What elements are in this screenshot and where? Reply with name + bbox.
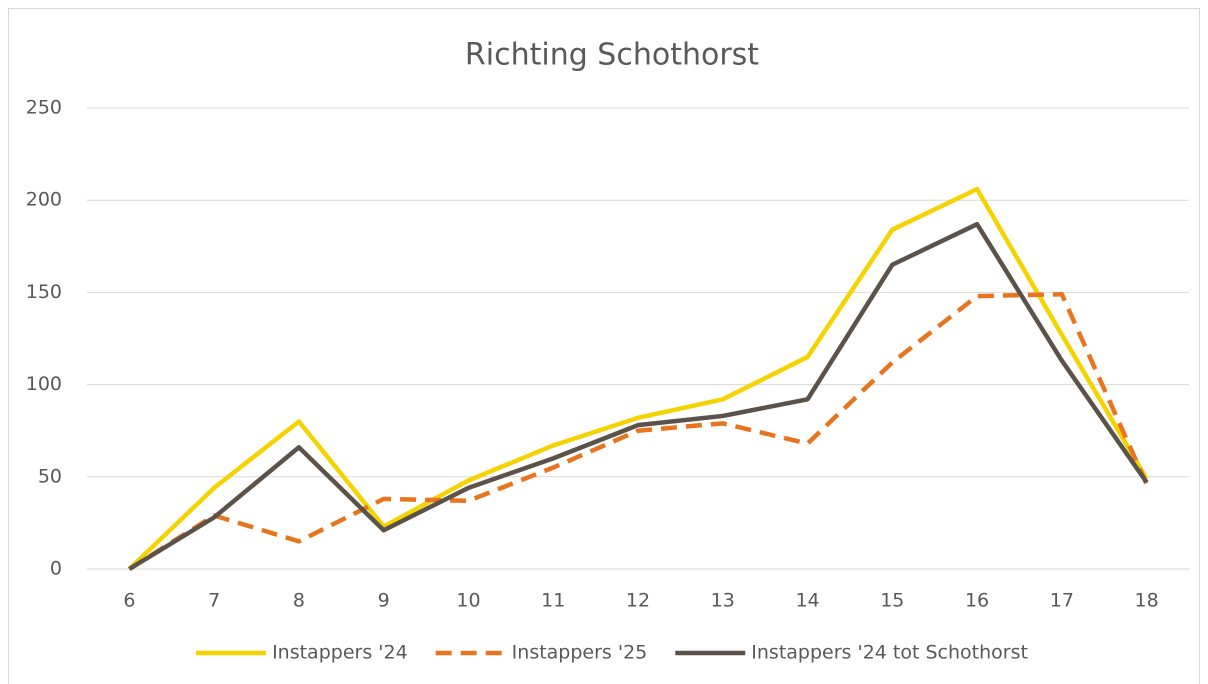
y-tick-label: 0 — [50, 558, 62, 580]
x-tick-label: 16 — [965, 590, 989, 612]
x-tick-label: 18 — [1135, 590, 1159, 612]
chart-title: Richting Schothorst — [465, 38, 759, 73]
series-line — [127, 186, 1149, 571]
x-tick-label: 8 — [293, 590, 305, 612]
x-tick-label: 6 — [123, 590, 135, 612]
legend-label: Instappers '24 tot Schothorst — [751, 642, 1028, 664]
chart-border — [8, 8, 1200, 684]
series-line — [128, 291, 1149, 571]
x-tick-label: 11 — [541, 590, 565, 612]
legend-label: Instappers '25 — [512, 642, 648, 664]
x-tick-label: 7 — [208, 590, 220, 612]
series-line — [128, 221, 1149, 571]
x-tick-label: 17 — [1050, 590, 1074, 612]
y-tick-label: 150 — [26, 281, 62, 303]
x-tick-label: 10 — [456, 590, 480, 612]
x-tick-label: 12 — [626, 590, 650, 612]
x-tick-label: 14 — [795, 590, 819, 612]
y-tick-label: 200 — [26, 189, 62, 211]
x-tick-label: 13 — [711, 590, 735, 612]
y-tick-label: 50 — [38, 465, 62, 487]
x-tick-label: 15 — [880, 590, 904, 612]
x-tick-label: 9 — [378, 590, 390, 612]
legend-label: Instappers '24 — [272, 642, 408, 664]
y-tick-label: 100 — [26, 373, 62, 395]
y-tick-label: 250 — [26, 97, 62, 119]
